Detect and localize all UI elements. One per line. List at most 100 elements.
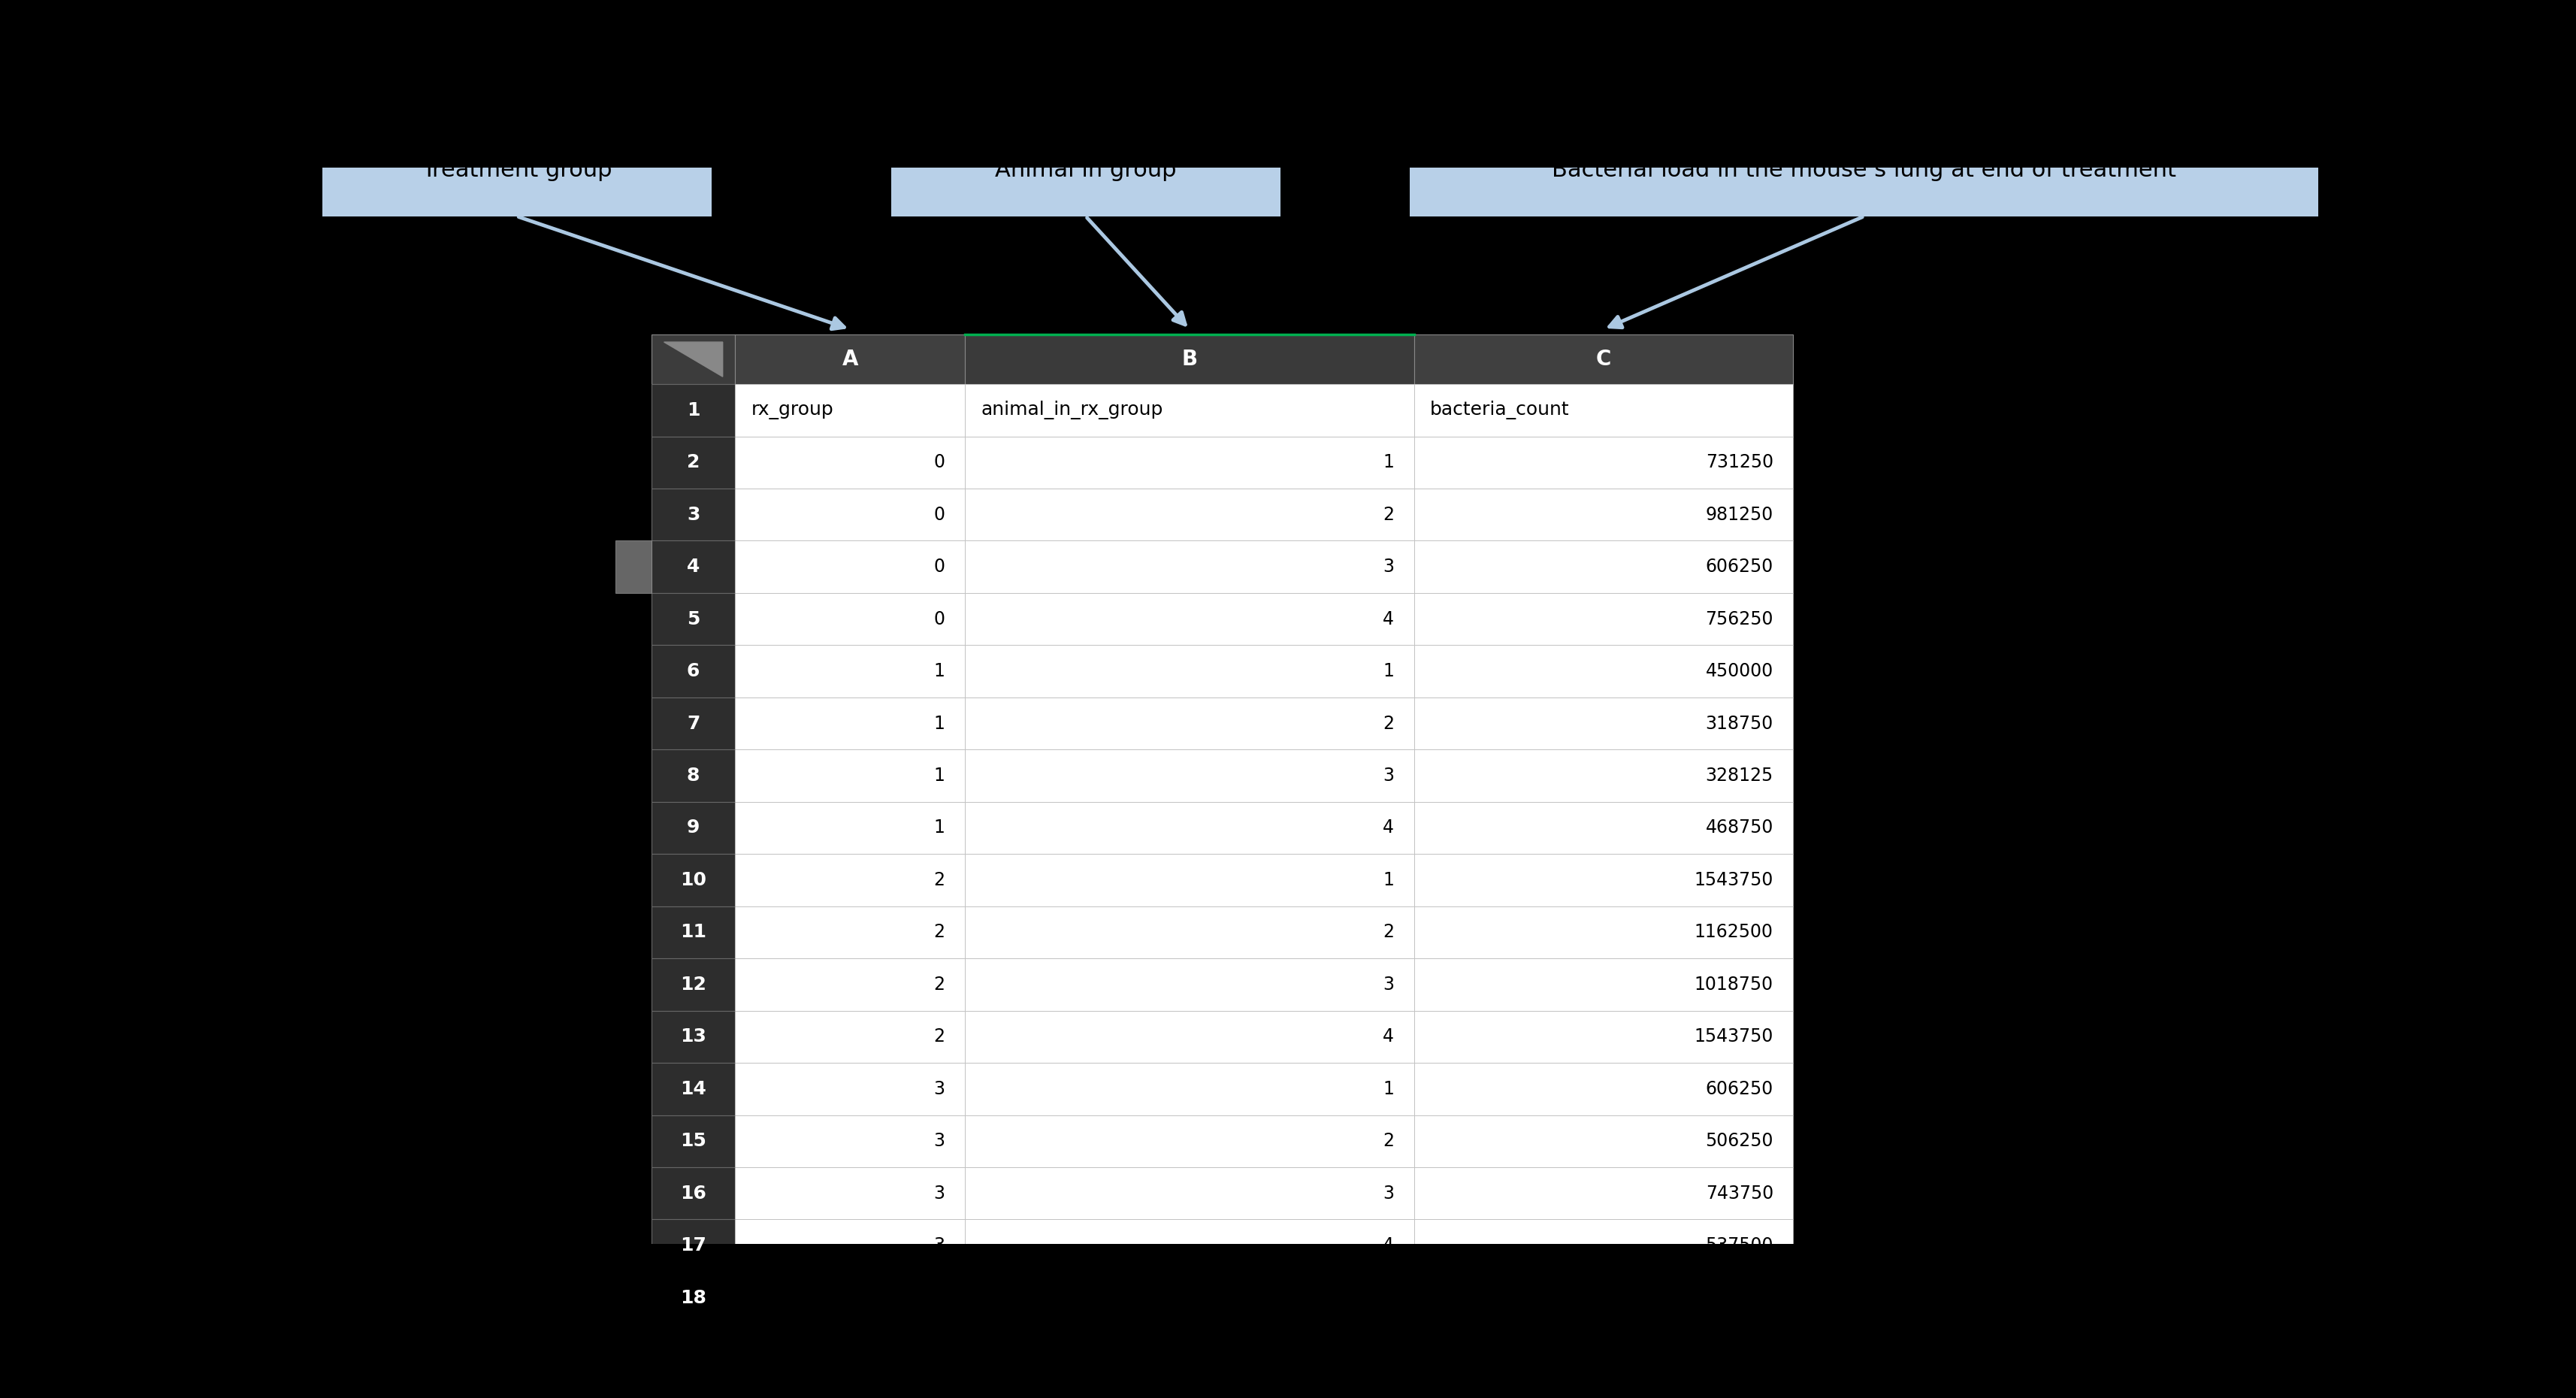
FancyBboxPatch shape — [616, 541, 652, 593]
Text: bacteria_count: bacteria_count — [1430, 401, 1569, 419]
FancyBboxPatch shape — [652, 384, 734, 436]
Text: 1: 1 — [688, 401, 701, 419]
Text: 13: 13 — [680, 1028, 706, 1046]
FancyBboxPatch shape — [1414, 1272, 1793, 1324]
FancyBboxPatch shape — [652, 1272, 734, 1324]
Text: 11: 11 — [680, 923, 706, 941]
Text: B: B — [1182, 350, 1198, 370]
Text: 743750: 743750 — [1705, 1184, 1772, 1202]
Text: 3: 3 — [1383, 976, 1394, 994]
FancyBboxPatch shape — [734, 541, 966, 593]
FancyBboxPatch shape — [734, 436, 966, 488]
FancyBboxPatch shape — [966, 1011, 1414, 1062]
FancyBboxPatch shape — [652, 644, 734, 698]
Text: 450000: 450000 — [1705, 663, 1772, 681]
FancyBboxPatch shape — [966, 593, 1414, 644]
Text: animal_in_rx_group: animal_in_rx_group — [981, 401, 1162, 419]
FancyBboxPatch shape — [1414, 488, 1793, 541]
Text: 4: 4 — [1383, 819, 1394, 837]
FancyBboxPatch shape — [734, 644, 966, 698]
FancyBboxPatch shape — [891, 124, 1280, 217]
Text: 318750: 318750 — [1705, 714, 1772, 733]
Text: 2: 2 — [933, 923, 945, 941]
FancyBboxPatch shape — [734, 906, 966, 959]
FancyBboxPatch shape — [1414, 644, 1793, 698]
FancyBboxPatch shape — [1414, 749, 1793, 802]
FancyBboxPatch shape — [652, 1167, 734, 1219]
FancyBboxPatch shape — [652, 802, 734, 854]
FancyBboxPatch shape — [1414, 593, 1793, 644]
FancyBboxPatch shape — [966, 1116, 1414, 1167]
FancyBboxPatch shape — [966, 854, 1414, 906]
Text: 8: 8 — [688, 766, 701, 784]
FancyBboxPatch shape — [734, 1219, 966, 1272]
FancyBboxPatch shape — [652, 436, 734, 488]
FancyBboxPatch shape — [966, 1272, 1414, 1324]
FancyBboxPatch shape — [966, 906, 1414, 959]
FancyBboxPatch shape — [1414, 698, 1793, 749]
FancyBboxPatch shape — [1414, 1219, 1793, 1272]
Text: 2: 2 — [933, 1028, 945, 1046]
FancyBboxPatch shape — [966, 541, 1414, 593]
FancyBboxPatch shape — [1414, 436, 1793, 488]
Text: 9: 9 — [688, 819, 701, 837]
Text: 1543750: 1543750 — [1695, 871, 1772, 889]
FancyBboxPatch shape — [734, 1272, 966, 1324]
FancyBboxPatch shape — [652, 334, 734, 384]
FancyBboxPatch shape — [966, 1062, 1414, 1116]
FancyBboxPatch shape — [1414, 541, 1793, 593]
FancyBboxPatch shape — [966, 644, 1414, 698]
Text: 3: 3 — [933, 1132, 945, 1151]
FancyBboxPatch shape — [734, 1062, 966, 1116]
FancyBboxPatch shape — [652, 593, 734, 644]
FancyBboxPatch shape — [966, 1219, 1414, 1272]
Text: 3: 3 — [1383, 766, 1394, 784]
FancyBboxPatch shape — [734, 1167, 966, 1219]
FancyBboxPatch shape — [966, 959, 1414, 1011]
FancyBboxPatch shape — [1414, 1062, 1793, 1116]
Text: Bacterial load in the mouse’s lung at end of treatment: Bacterial load in the mouse’s lung at en… — [1551, 159, 2177, 182]
Text: 1162500: 1162500 — [1695, 923, 1772, 941]
Text: 2: 2 — [1383, 506, 1394, 524]
Text: 2: 2 — [933, 871, 945, 889]
Text: 1: 1 — [1383, 453, 1394, 471]
FancyBboxPatch shape — [1414, 802, 1793, 854]
Text: Animal in group: Animal in group — [994, 159, 1177, 182]
FancyBboxPatch shape — [322, 124, 711, 217]
FancyBboxPatch shape — [734, 1011, 966, 1062]
Text: 14: 14 — [680, 1079, 706, 1097]
FancyBboxPatch shape — [652, 1011, 734, 1062]
Text: 3: 3 — [1383, 558, 1394, 576]
FancyBboxPatch shape — [652, 959, 734, 1011]
Text: 0: 0 — [933, 610, 945, 628]
Text: 7: 7 — [688, 714, 701, 733]
Text: 0: 0 — [933, 558, 945, 576]
Text: 3: 3 — [933, 1237, 945, 1254]
Text: 537500: 537500 — [1705, 1237, 1772, 1254]
FancyBboxPatch shape — [1414, 1116, 1793, 1167]
Text: 4: 4 — [688, 558, 701, 576]
Text: 606250: 606250 — [1705, 1079, 1772, 1097]
FancyBboxPatch shape — [966, 488, 1414, 541]
FancyBboxPatch shape — [734, 334, 966, 384]
Text: 328125: 328125 — [1705, 766, 1772, 784]
FancyBboxPatch shape — [734, 854, 966, 906]
Text: 1: 1 — [933, 819, 945, 837]
Text: 10: 10 — [680, 871, 706, 889]
Text: 731250: 731250 — [1705, 453, 1772, 471]
FancyBboxPatch shape — [966, 749, 1414, 802]
FancyBboxPatch shape — [966, 802, 1414, 854]
FancyBboxPatch shape — [734, 593, 966, 644]
Text: 2: 2 — [933, 976, 945, 994]
FancyBboxPatch shape — [652, 488, 734, 541]
Text: 1: 1 — [1383, 1079, 1394, 1097]
Text: 2: 2 — [1383, 923, 1394, 941]
FancyBboxPatch shape — [734, 1116, 966, 1167]
Text: 15: 15 — [680, 1132, 706, 1151]
FancyBboxPatch shape — [966, 698, 1414, 749]
Text: A: A — [842, 350, 858, 370]
Text: 2: 2 — [1383, 1132, 1394, 1151]
FancyBboxPatch shape — [652, 1219, 734, 1272]
FancyBboxPatch shape — [734, 802, 966, 854]
Text: 506250: 506250 — [1705, 1132, 1772, 1151]
